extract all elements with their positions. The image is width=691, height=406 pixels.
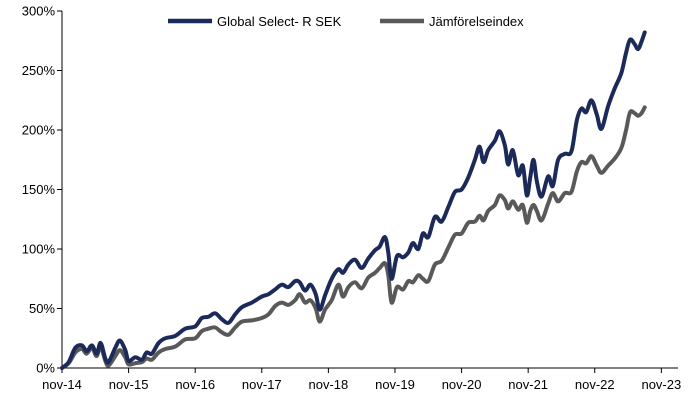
x-tick-label: nov-14 xyxy=(42,377,82,392)
legend-label: Jämförelseindex xyxy=(429,14,524,29)
y-tick-label: 50% xyxy=(29,301,55,316)
y-tick-label: 150% xyxy=(22,182,56,197)
x-tick-label: nov-22 xyxy=(575,377,615,392)
y-tick-label: 250% xyxy=(22,63,56,78)
y-tick-label: 0% xyxy=(36,361,55,376)
series-line-jamforelseindex xyxy=(60,105,647,370)
y-tick-label: 200% xyxy=(22,123,56,138)
legend: Global Select- R SEK Jämförelseindex xyxy=(168,14,524,29)
x-tick-label: nov-19 xyxy=(375,377,415,392)
x-axis: nov-14 nov-15 nov-16 nov-17 nov-18 nov-19 nov-… xyxy=(42,367,681,392)
y-axis: 0% 50% 100% 150% 200% 250% 300% xyxy=(22,4,63,376)
y-tick-label: 100% xyxy=(22,242,56,257)
y-tick-label: 300% xyxy=(22,4,56,19)
series-layer xyxy=(60,30,647,370)
x-tick-label: nov-18 xyxy=(309,377,349,392)
x-tick-label: nov-15 xyxy=(109,377,149,392)
legend-label: Global Select- R SEK xyxy=(217,14,342,29)
x-tick-label: nov-20 xyxy=(442,377,482,392)
x-tick-label: nov-23 xyxy=(641,377,681,392)
series-line-global-select xyxy=(60,30,647,370)
x-tick-label: nov-17 xyxy=(242,377,282,392)
x-tick-label: nov-21 xyxy=(508,377,548,392)
x-tick-label: nov-16 xyxy=(175,377,215,392)
